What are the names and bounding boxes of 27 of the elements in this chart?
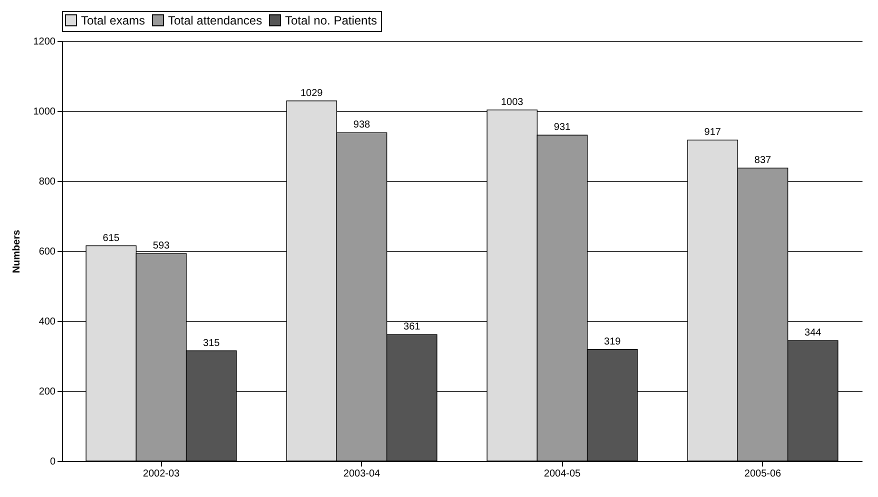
x-tick-label: 2003-04: [343, 468, 381, 480]
data-label: 593: [152, 240, 170, 252]
x-tick-label: 2005-06: [744, 468, 782, 480]
data-label: 938: [353, 120, 371, 131]
legend-label: Total attendances: [168, 13, 262, 28]
y-tick-label: 200: [38, 386, 56, 398]
data-label: 361: [404, 322, 421, 333]
y-axis-title: Numbers: [11, 229, 22, 274]
data-label: 615: [102, 232, 120, 244]
data-label: 931: [554, 122, 572, 134]
data-label: 315: [203, 338, 220, 349]
data-label: 1003: [501, 96, 524, 108]
legend-label: Total no. Patients: [285, 13, 378, 28]
x-tick-label: 2002-03: [142, 468, 180, 480]
data-label: 319: [604, 336, 622, 348]
y-tick-label: 1200: [33, 36, 56, 48]
data-label: 1029: [300, 88, 324, 99]
data-label: 837: [754, 155, 772, 166]
y-tick-label: 800: [38, 176, 56, 188]
data-label: 917: [704, 127, 722, 138]
y-tick-label: 400: [38, 316, 56, 328]
y-tick-label: 1000: [33, 106, 56, 118]
y-tick-label: 0: [50, 456, 56, 468]
y-tick-label: 600: [38, 246, 56, 258]
data-label: 344: [804, 328, 822, 339]
legend-label: Total exams: [81, 13, 146, 28]
x-tick-label: 2004-05: [544, 468, 582, 480]
